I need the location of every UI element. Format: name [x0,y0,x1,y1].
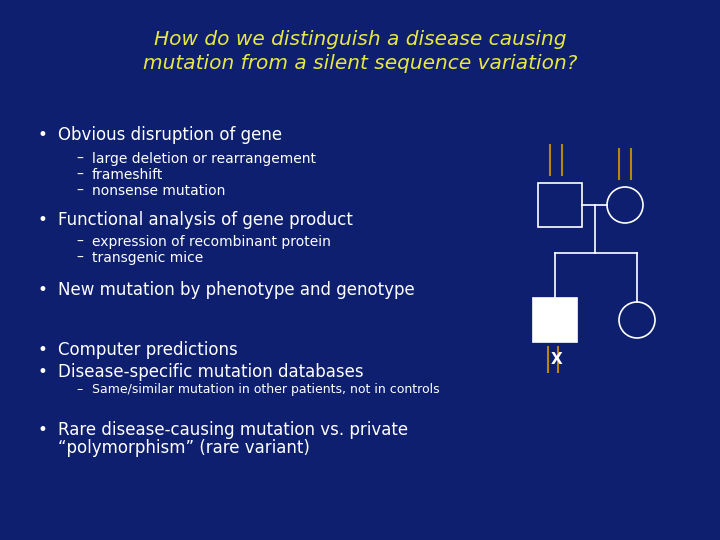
Circle shape [607,187,643,223]
Text: transgenic mice: transgenic mice [92,251,203,265]
Circle shape [619,302,655,338]
Text: •: • [37,421,47,439]
Text: frameshift: frameshift [92,168,163,182]
Bar [538,183,582,227]
Text: –: – [76,235,84,249]
Text: large deletion or rearrangement: large deletion or rearrangement [92,152,316,166]
Text: Same/similar mutation in other patients, not in controls: Same/similar mutation in other patients,… [92,383,440,396]
Text: X: X [551,352,563,367]
Text: –: – [76,251,84,265]
Text: –: – [76,152,84,166]
Text: •: • [37,281,47,299]
Text: •: • [37,341,47,359]
Text: New mutation by phenotype and genotype: New mutation by phenotype and genotype [58,281,415,299]
Text: Obvious disruption of gene: Obvious disruption of gene [58,126,282,144]
Text: •: • [37,363,47,381]
Text: –: – [76,168,84,182]
Text: •: • [37,126,47,144]
Text: “polymorphism” (rare variant): “polymorphism” (rare variant) [58,439,310,457]
Text: –: – [77,383,83,396]
Text: Functional analysis of gene product: Functional analysis of gene product [58,211,353,229]
Text: –: – [76,184,84,198]
Text: Disease-specific mutation databases: Disease-specific mutation databases [58,363,364,381]
Text: nonsense mutation: nonsense mutation [92,184,225,198]
Text: Computer predictions: Computer predictions [58,341,238,359]
Text: Rare disease-causing mutation vs. private: Rare disease-causing mutation vs. privat… [58,421,408,439]
Text: expression of recombinant protein: expression of recombinant protein [92,235,331,249]
Text: •: • [37,211,47,229]
Bar [533,298,577,342]
Text: How do we distinguish a disease causing
mutation from a silent sequence variatio: How do we distinguish a disease causing … [143,30,577,73]
